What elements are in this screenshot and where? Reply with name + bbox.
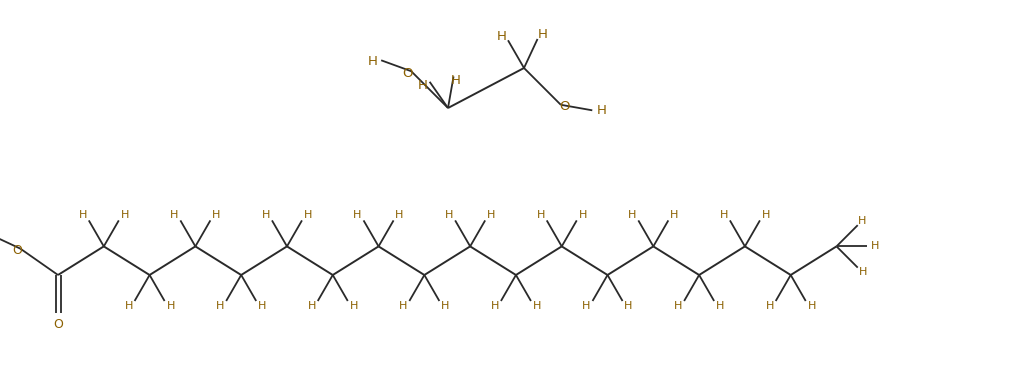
Text: H: H	[124, 301, 133, 311]
Text: H: H	[497, 30, 507, 43]
Text: H: H	[487, 210, 496, 220]
Text: H: H	[368, 55, 378, 68]
Text: H: H	[808, 301, 816, 311]
Text: H: H	[399, 301, 408, 311]
Text: O: O	[402, 67, 412, 80]
Text: O: O	[12, 244, 23, 257]
Text: H: H	[353, 210, 362, 220]
Text: H: H	[858, 266, 867, 277]
Text: H: H	[596, 104, 606, 117]
Text: H: H	[121, 210, 129, 220]
Text: H: H	[216, 301, 224, 311]
Text: H: H	[583, 301, 591, 311]
Text: H: H	[670, 210, 679, 220]
Text: H: H	[857, 216, 866, 226]
Text: H: H	[871, 242, 880, 251]
Text: H: H	[261, 210, 271, 220]
Text: H: H	[212, 210, 221, 220]
Text: H: H	[396, 210, 404, 220]
Text: H: H	[445, 210, 453, 220]
Text: H: H	[537, 29, 547, 41]
Text: H: H	[308, 301, 316, 311]
Text: H: H	[624, 301, 633, 311]
Text: H: H	[441, 301, 449, 311]
Text: H: H	[720, 210, 728, 220]
Text: H: H	[765, 301, 774, 311]
Text: H: H	[450, 74, 461, 87]
Text: H: H	[491, 301, 499, 311]
Text: H: H	[761, 210, 771, 220]
Text: H: H	[674, 301, 683, 311]
Text: H: H	[578, 210, 587, 220]
Text: O: O	[53, 317, 63, 330]
Text: H: H	[258, 301, 267, 311]
Text: H: H	[304, 210, 312, 220]
Text: H: H	[349, 301, 358, 311]
Text: H: H	[628, 210, 636, 220]
Text: H: H	[79, 210, 87, 220]
Text: H: H	[533, 301, 541, 311]
Text: H: H	[166, 301, 175, 311]
Text: H: H	[417, 79, 428, 92]
Text: H: H	[716, 301, 724, 311]
Text: O: O	[560, 100, 570, 113]
Text: H: H	[536, 210, 545, 220]
Text: H: H	[170, 210, 179, 220]
